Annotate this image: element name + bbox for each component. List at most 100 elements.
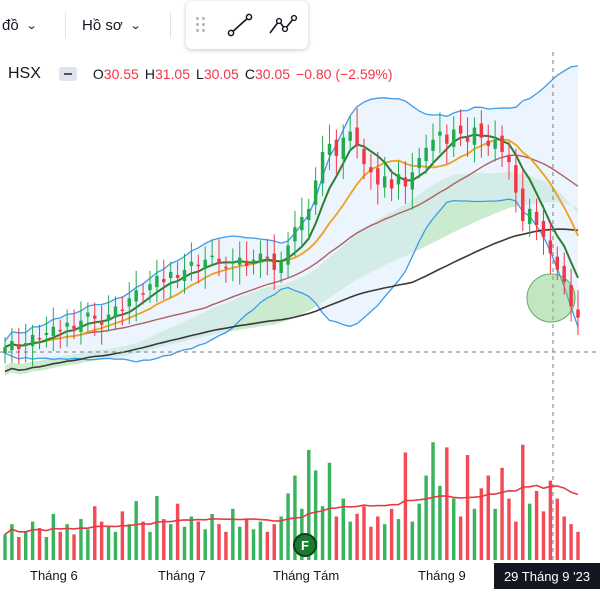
collapse-legend-button[interactable] [58, 67, 77, 81]
volume-bar [224, 531, 228, 560]
candle-body [72, 325, 76, 329]
volume-bar [376, 516, 380, 560]
volume-bar [3, 534, 7, 560]
volume-bar [30, 521, 35, 560]
volume-bar [23, 531, 28, 560]
candle-body [465, 136, 470, 142]
ma-mid-line [4, 138, 579, 348]
candle-body [293, 227, 297, 242]
volume-bar [244, 519, 249, 560]
candle-body [217, 258, 221, 264]
candle-body [548, 240, 553, 254]
volume-bar [17, 536, 21, 560]
volume-bar [210, 513, 214, 560]
volume-bar [134, 501, 138, 560]
candle-body [210, 255, 214, 258]
volume-bar [348, 521, 352, 560]
volume-bar [258, 521, 263, 560]
symbol-label[interactable]: HSX [8, 65, 41, 82]
volume-bar [113, 531, 118, 560]
volume-bar [265, 531, 270, 560]
volume-bar [162, 519, 166, 560]
volume-bar [279, 516, 283, 560]
volume-bar [562, 516, 566, 560]
candle-body [113, 306, 118, 318]
volume-bar [327, 462, 332, 560]
candle-body [141, 293, 145, 295]
candle-body [237, 257, 242, 265]
volume-bar [479, 488, 484, 560]
volume-bar [452, 498, 456, 560]
candle-body [445, 134, 449, 144]
candle-body [86, 312, 90, 317]
volume-bar [155, 496, 159, 560]
candle-body [527, 208, 532, 225]
time-axis-label: Tháng 9 [418, 568, 466, 583]
volume-bar [120, 511, 125, 560]
candle-body [452, 129, 456, 147]
candle-body [431, 139, 435, 151]
candle-body [562, 265, 566, 283]
candle-body [479, 123, 484, 138]
candle-body [486, 140, 490, 146]
volume-bar [196, 521, 201, 560]
profile-dropdown[interactable]: Hồ sơ ⌄ [82, 10, 142, 40]
chart-type-dropdown[interactable]: đồ ⌄ [2, 10, 37, 40]
event-marker[interactable]: F [293, 533, 317, 557]
candle-body [182, 269, 187, 282]
candle-body [127, 298, 131, 307]
candle-body [203, 259, 207, 269]
drag-handle-icon[interactable] [196, 17, 206, 35]
volume-bar [389, 508, 394, 560]
candle-body [272, 253, 276, 270]
time-axis-label: Tháng Tám [273, 568, 340, 583]
high-value: 31.05 [154, 66, 191, 82]
drawing-tools-panel [186, 1, 308, 49]
chart-type-label: đồ [2, 16, 19, 34]
volume-bar [334, 516, 339, 560]
volume-bar [424, 475, 428, 560]
volume-bar [79, 519, 83, 560]
volume-bar [486, 475, 490, 560]
volume-bar [93, 506, 97, 560]
low-key: L [196, 66, 204, 82]
candle-body [534, 211, 539, 226]
chevron-down-icon: ⌄ [129, 19, 142, 32]
close-key: C [244, 66, 255, 82]
time-axis-label: Tháng 6 [30, 568, 78, 583]
volume-bar [417, 503, 421, 560]
candle-body [155, 275, 159, 288]
volume-bar [465, 455, 470, 560]
volume-bar [320, 506, 325, 560]
volume-bar [189, 516, 194, 560]
volume-bar [86, 529, 90, 560]
time-axis-label: Tháng 7 [158, 568, 206, 583]
low-value: 30.05 [203, 66, 239, 82]
candle-body [576, 309, 580, 318]
trend-line-tool-icon[interactable] [224, 10, 256, 40]
candle-body [376, 168, 380, 185]
candle-body [168, 271, 173, 278]
candle-body [120, 309, 125, 312]
candle-body [189, 261, 194, 266]
ma-slow-line [4, 154, 579, 348]
candle-body [300, 217, 304, 231]
candle-body [389, 179, 394, 189]
volume-bar [507, 498, 511, 560]
candle-body [327, 143, 332, 155]
candle-body [320, 151, 325, 184]
volume-bar [168, 524, 173, 560]
candle-body [396, 174, 401, 185]
volume-bar [127, 524, 131, 560]
volume-bar [431, 442, 435, 560]
volume-bar [99, 521, 104, 560]
volume-bar [521, 444, 525, 560]
volume-bar [237, 526, 242, 560]
high-key: H [144, 66, 155, 82]
candle-body [417, 158, 421, 169]
ichimoku-cloud [5, 172, 578, 376]
volume-bar [541, 511, 546, 560]
candle-body [17, 344, 21, 350]
path-tool-icon[interactable] [266, 10, 298, 40]
